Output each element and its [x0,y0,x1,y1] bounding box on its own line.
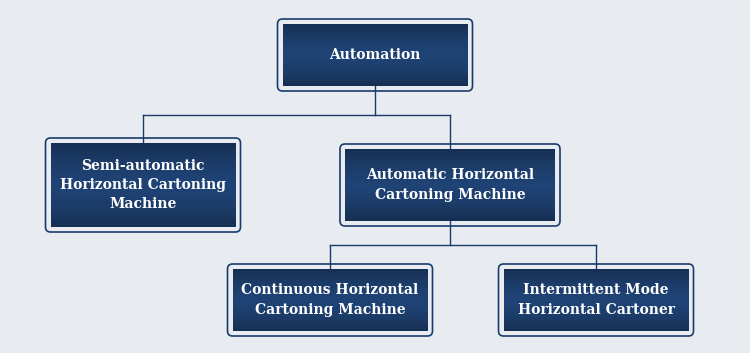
Text: Automatic Horizontal
Cartoning Machine: Automatic Horizontal Cartoning Machine [366,168,534,202]
Text: Intermittent Mode
Horizontal Cartoner: Intermittent Mode Horizontal Cartoner [518,283,674,317]
Text: Automation: Automation [329,48,421,62]
Text: Semi-automatic
Horizontal Cartoning
Machine: Semi-automatic Horizontal Cartoning Mach… [60,158,226,211]
Text: Continuous Horizontal
Cartoning Machine: Continuous Horizontal Cartoning Machine [242,283,418,317]
